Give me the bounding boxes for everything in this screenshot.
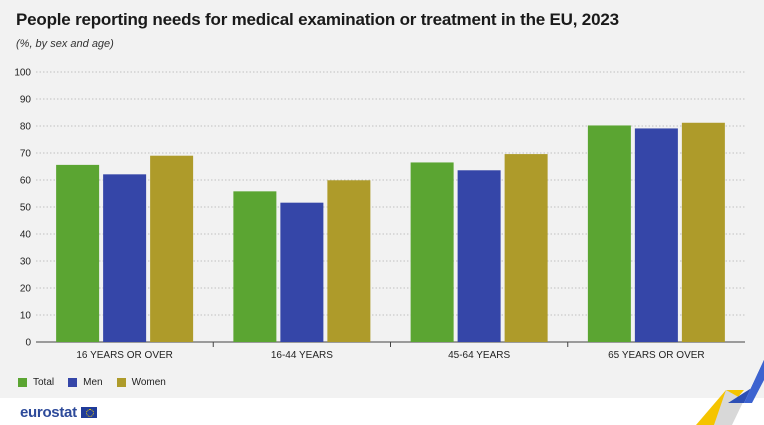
- bar-total: [410, 162, 454, 342]
- bar-women: [504, 154, 548, 342]
- bar-women: [681, 122, 725, 342]
- eurostat-logo: eurostat: [20, 404, 97, 421]
- footer-bar: [0, 398, 764, 425]
- legend-label-women: Women: [131, 377, 166, 388]
- logo-text: eurostat: [20, 404, 77, 421]
- x-category-label: 65 YEARS OR OVER: [608, 350, 705, 361]
- chart-subtitle: (%, by sex and age): [16, 38, 114, 50]
- legend-swatch-women: [116, 378, 126, 387]
- decorative-chevron-icon: [696, 360, 764, 425]
- y-tick-label: 70: [20, 149, 32, 160]
- y-tick-label: 50: [20, 203, 32, 214]
- bar-total: [233, 191, 277, 342]
- bar-men: [457, 170, 501, 342]
- x-category-label: 45-64 YEARS: [448, 350, 510, 361]
- x-category-label: 16-44 YEARS: [271, 350, 333, 361]
- y-tick-label: 40: [20, 230, 32, 241]
- y-tick-label: 80: [20, 122, 32, 133]
- bar-women: [150, 155, 194, 342]
- legend-swatch-men: [68, 378, 78, 387]
- y-tick-label: 90: [20, 95, 32, 106]
- chart-title: People reporting needs for medical exami…: [16, 10, 619, 29]
- legend-label-total: Total: [33, 377, 55, 388]
- bar-women: [327, 180, 371, 342]
- y-tick-label: 0: [25, 338, 31, 349]
- bar-total: [56, 164, 100, 342]
- bar-men: [103, 174, 147, 342]
- y-tick-label: 100: [14, 68, 31, 79]
- y-tick-label: 10: [20, 311, 32, 322]
- legend-swatch-total: [18, 378, 27, 387]
- legend: Total Men Women: [18, 377, 166, 388]
- bar-total: [587, 125, 631, 343]
- legend-label-men: Men: [83, 377, 103, 388]
- legend-item-total: Total: [18, 377, 54, 388]
- legend-item-women: Women: [116, 377, 166, 388]
- y-tick-label: 20: [20, 284, 32, 295]
- eu-flag-icon: [80, 407, 97, 418]
- x-category-label: 16 YEARS OR OVER: [76, 350, 173, 361]
- y-tick-label: 30: [20, 257, 32, 268]
- bar-men: [634, 128, 678, 342]
- y-tick-label: 60: [20, 176, 32, 187]
- bar-chart: 0 10 20 30 40 50 60 70 80 90 100 16 YEARS OR OVER 16…: [14, 68, 745, 361]
- legend-item-men: Men: [68, 377, 103, 388]
- bar-men: [280, 202, 324, 342]
